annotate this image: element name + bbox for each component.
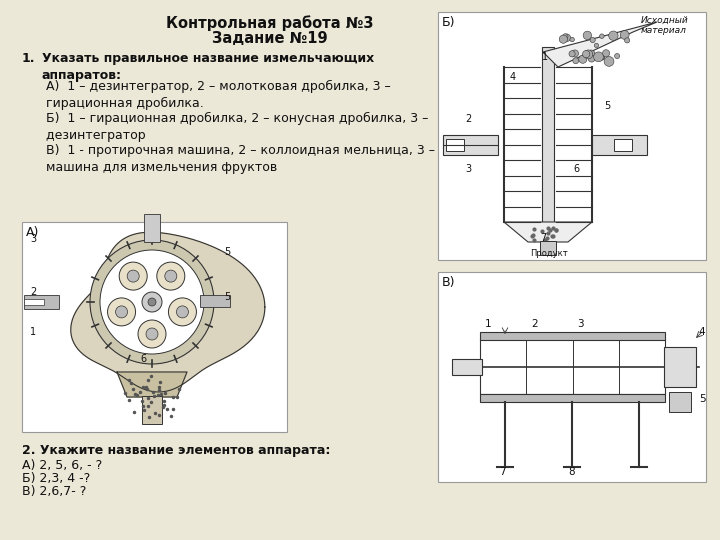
- Circle shape: [168, 298, 197, 326]
- Bar: [200, 295, 230, 307]
- Bar: [438, 272, 706, 482]
- Circle shape: [593, 52, 603, 62]
- Bar: [664, 347, 696, 387]
- Circle shape: [148, 298, 156, 306]
- Circle shape: [127, 270, 139, 282]
- Circle shape: [569, 51, 575, 57]
- Circle shape: [120, 262, 147, 290]
- Bar: [142, 396, 162, 424]
- Polygon shape: [71, 232, 265, 392]
- Text: 1.: 1.: [22, 52, 35, 65]
- Circle shape: [604, 57, 614, 66]
- Text: 2. Укажите название элементов аппарата:: 2. Укажите название элементов аппарата:: [22, 444, 330, 457]
- Text: 5: 5: [604, 101, 611, 111]
- Circle shape: [582, 51, 590, 58]
- Circle shape: [590, 37, 595, 43]
- Bar: [24, 295, 59, 309]
- Bar: [438, 12, 706, 260]
- Circle shape: [100, 250, 204, 354]
- Circle shape: [600, 34, 604, 38]
- Circle shape: [594, 43, 598, 48]
- Text: Исходный
материал: Исходный материал: [641, 16, 689, 36]
- Text: 8: 8: [569, 467, 575, 477]
- Bar: [480, 339, 665, 394]
- Bar: [144, 214, 160, 242]
- Text: 6: 6: [140, 354, 146, 364]
- Text: 4: 4: [698, 327, 706, 337]
- Text: 3: 3: [577, 319, 584, 329]
- Circle shape: [146, 328, 158, 340]
- Text: А) 2, 5, 6, - ?: А) 2, 5, 6, - ?: [22, 459, 102, 472]
- Circle shape: [176, 306, 189, 318]
- Text: 1: 1: [542, 52, 548, 62]
- Text: 1: 1: [30, 327, 36, 337]
- Circle shape: [579, 55, 587, 63]
- Circle shape: [588, 50, 595, 58]
- Text: В)  1 - протирочная машина, 2 – коллоидная мельница, 3 –
 машина для измельчения: В) 1 - протирочная машина, 2 – коллоидна…: [42, 144, 435, 174]
- Circle shape: [165, 270, 177, 282]
- Text: Б): Б): [442, 16, 456, 29]
- Bar: [480, 332, 665, 340]
- Text: 7: 7: [540, 233, 546, 243]
- Text: 1: 1: [485, 319, 491, 329]
- Circle shape: [600, 55, 604, 60]
- Circle shape: [138, 320, 166, 348]
- Bar: [452, 359, 482, 375]
- Text: 2: 2: [30, 287, 36, 297]
- Polygon shape: [504, 222, 592, 242]
- Text: 5: 5: [224, 247, 230, 257]
- Circle shape: [559, 35, 567, 43]
- Circle shape: [562, 34, 568, 39]
- Text: Указать правильное название измельчающих
аппаратов:: Указать правильное название измельчающих…: [42, 52, 374, 82]
- Bar: [614, 138, 632, 151]
- Text: 2: 2: [465, 114, 471, 125]
- Text: 3: 3: [30, 234, 36, 244]
- Circle shape: [157, 262, 185, 290]
- Circle shape: [573, 58, 579, 64]
- Text: 4: 4: [510, 72, 516, 82]
- Circle shape: [116, 306, 127, 318]
- Text: 5: 5: [224, 292, 230, 302]
- Circle shape: [588, 55, 595, 62]
- Circle shape: [615, 53, 620, 59]
- Bar: [592, 134, 647, 154]
- Circle shape: [620, 31, 629, 39]
- Circle shape: [608, 31, 618, 40]
- Text: 3: 3: [465, 165, 471, 174]
- Circle shape: [570, 37, 575, 42]
- Text: Продукт: Продукт: [530, 249, 568, 258]
- Circle shape: [107, 298, 135, 326]
- Circle shape: [572, 50, 578, 57]
- Bar: [24, 299, 44, 305]
- Bar: [542, 47, 554, 237]
- Bar: [446, 138, 464, 151]
- Text: 7: 7: [499, 467, 505, 477]
- Text: 5: 5: [698, 394, 706, 404]
- Bar: [480, 394, 665, 402]
- Bar: [540, 241, 556, 255]
- Bar: [22, 222, 287, 432]
- Bar: [443, 134, 498, 154]
- Circle shape: [90, 240, 214, 364]
- Text: В) 2,6,7- ?: В) 2,6,7- ?: [22, 485, 86, 498]
- Text: А): А): [26, 226, 40, 239]
- Text: А)  1 – дезинтегратор, 2 – молотковая дробилка, 3 –
 гирационная дробилка.: А) 1 – дезинтегратор, 2 – молотковая дро…: [42, 80, 391, 110]
- Text: Б)  1 – гирационная дробилка, 2 – конусная дробилка, 3 –
 дезинтегратор: Б) 1 – гирационная дробилка, 2 – конусна…: [42, 112, 428, 142]
- Text: 2: 2: [531, 319, 538, 329]
- Circle shape: [584, 50, 593, 59]
- Polygon shape: [117, 372, 187, 397]
- Text: Б) 2,3, 4 -?: Б) 2,3, 4 -?: [22, 472, 90, 485]
- Circle shape: [142, 292, 162, 312]
- Circle shape: [563, 34, 570, 42]
- Text: 6: 6: [573, 165, 579, 174]
- Text: Задание №19: Задание №19: [212, 31, 328, 46]
- Polygon shape: [543, 22, 657, 67]
- Text: Контрольная работа №3: Контрольная работа №3: [166, 15, 374, 31]
- Text: В): В): [442, 276, 456, 289]
- Circle shape: [624, 38, 630, 43]
- Circle shape: [583, 31, 592, 39]
- Bar: [669, 392, 691, 412]
- Circle shape: [600, 55, 605, 59]
- Circle shape: [603, 50, 610, 57]
